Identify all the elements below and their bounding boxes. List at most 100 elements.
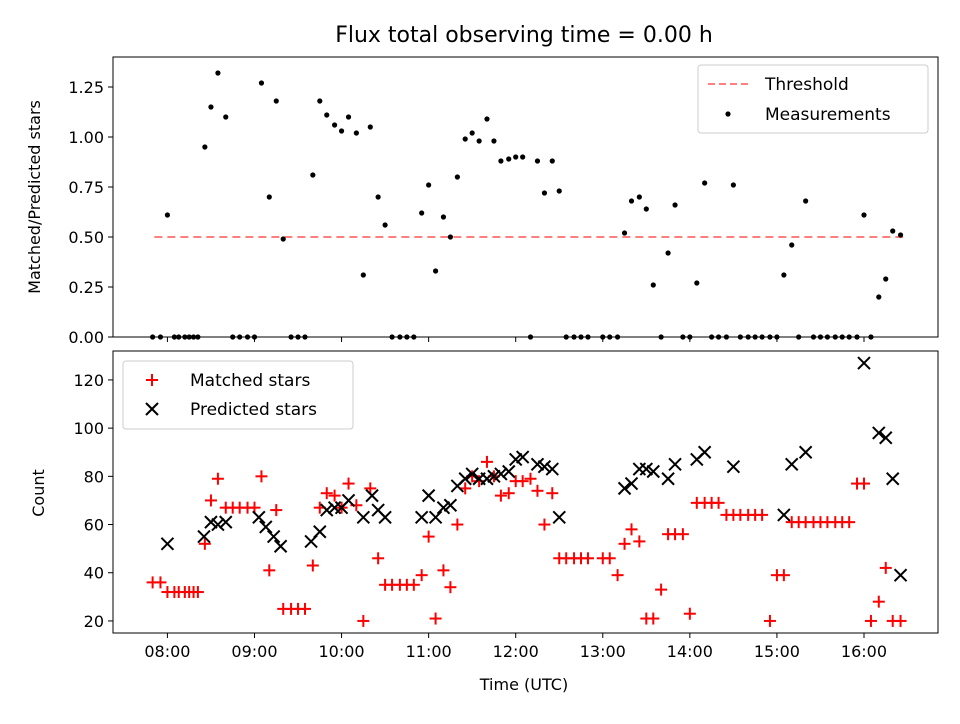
- measurement-point: [628, 198, 635, 204]
- predicted-point: [320, 503, 334, 517]
- measurement-point: [476, 138, 482, 144]
- predicted-point: [886, 472, 900, 486]
- matched-point: [372, 552, 385, 565]
- measurement-point: [469, 130, 475, 136]
- legend-threshold-label: Threshold: [764, 75, 849, 95]
- y-tick-label: 20: [84, 612, 104, 631]
- measurement-point: [367, 124, 373, 130]
- x-tick-label: 11:00: [406, 642, 452, 661]
- matched-point: [516, 475, 529, 488]
- predicted-point: [726, 459, 741, 474]
- predicted-point: [428, 510, 443, 525]
- matched-point: [429, 612, 442, 625]
- matched-point: [191, 586, 204, 599]
- matched-point: [437, 564, 450, 577]
- measurement-point: [665, 250, 671, 256]
- measurement-point: [280, 236, 286, 242]
- matched-point: [211, 472, 224, 485]
- matched-point: [204, 494, 217, 507]
- matched-point: [328, 489, 341, 502]
- matched-point: [676, 528, 689, 541]
- measurement-point: [520, 154, 526, 160]
- measurement-point: [789, 242, 795, 248]
- matched-point: [683, 607, 696, 620]
- legend-predicted-label: Predicted stars: [190, 400, 317, 420]
- measurement-point: [694, 280, 700, 286]
- predicted-point: [857, 356, 871, 370]
- measurement-point: [353, 130, 359, 136]
- count-panel: Count Time (UTC) 20 40 60 80 100 120 08:00 09:…: [29, 350, 939, 694]
- predicted-point: [872, 426, 886, 440]
- measurement-point: [506, 156, 512, 162]
- count-legend-box: [122, 360, 354, 430]
- matched-point: [864, 614, 877, 627]
- x-tick-label: 10:00: [319, 642, 365, 661]
- measurement-point: [208, 104, 214, 110]
- predicted-point: [879, 431, 893, 445]
- predicted-point: [668, 457, 682, 471]
- matched-point: [756, 508, 769, 521]
- x-axis-label: Time (UTC): [479, 675, 568, 694]
- ratio-plot-frame: [112, 56, 939, 338]
- ratio-panel: Flux total observing time = 0.00 h Match…: [25, 23, 939, 347]
- predicted-point: [537, 459, 552, 474]
- predicted-point: [458, 472, 472, 486]
- matched-point: [546, 487, 559, 500]
- matched-point: [154, 576, 167, 589]
- measurement-point: [273, 98, 279, 104]
- y-tick-label: 100: [73, 419, 104, 438]
- ratio-legend: Threshold Measurements: [697, 64, 929, 134]
- y-tick-label: 0.25: [68, 278, 104, 297]
- measurement-point: [419, 210, 425, 216]
- predicted-point: [273, 539, 288, 553]
- matched-point: [473, 475, 486, 488]
- x-tick-label: 13:00: [580, 642, 626, 661]
- matched-point: [357, 614, 370, 627]
- predicted-point: [552, 510, 566, 525]
- predicted-points-layer: [160, 356, 908, 582]
- count-plot-frame: [112, 350, 939, 634]
- x-tick-label: 14:00: [667, 642, 713, 661]
- measurement-point: [549, 158, 555, 164]
- matched-point: [494, 489, 507, 502]
- matched-point: [480, 455, 493, 468]
- matched-point: [198, 537, 211, 550]
- measurement-point: [215, 70, 221, 76]
- matched-point: [298, 602, 311, 615]
- measurement-point: [317, 98, 323, 104]
- predicted-point: [266, 529, 281, 544]
- predicted-point: [365, 488, 379, 503]
- measurement-point: [702, 180, 708, 186]
- y-tick-label: 1.25: [68, 78, 104, 97]
- predicted-point: [252, 510, 266, 525]
- chart-title: Flux total observing time = 0.00 h: [335, 23, 713, 48]
- predicted-point: [465, 467, 479, 481]
- matched-point: [625, 523, 638, 536]
- measurement-point: [876, 294, 882, 300]
- measurement-point: [484, 116, 490, 122]
- predicted-point: [259, 520, 273, 534]
- matched-point: [459, 482, 472, 495]
- predicted-point: [697, 445, 712, 459]
- predicted-point: [646, 464, 660, 479]
- measurement-point: [643, 206, 649, 212]
- matched-point: [415, 569, 428, 582]
- predicted-point: [341, 493, 356, 508]
- matched-point: [502, 487, 515, 500]
- matched-point: [655, 583, 668, 596]
- matched-point: [306, 559, 319, 572]
- measurement-point: [432, 268, 439, 274]
- measurement-point: [331, 122, 338, 128]
- matched-point: [603, 552, 616, 565]
- predicted-point: [798, 445, 813, 459]
- y-tick-label: 60: [84, 516, 104, 535]
- predicted-point: [502, 464, 516, 479]
- matched-point: [538, 518, 551, 531]
- predicted-point: [515, 450, 530, 464]
- matched-point: [255, 470, 268, 483]
- predicted-point: [617, 481, 632, 496]
- matched-point: [422, 530, 435, 543]
- x-tick-label: 09:00: [231, 642, 277, 661]
- matched-point: [879, 561, 892, 574]
- measurement-point: [310, 172, 316, 178]
